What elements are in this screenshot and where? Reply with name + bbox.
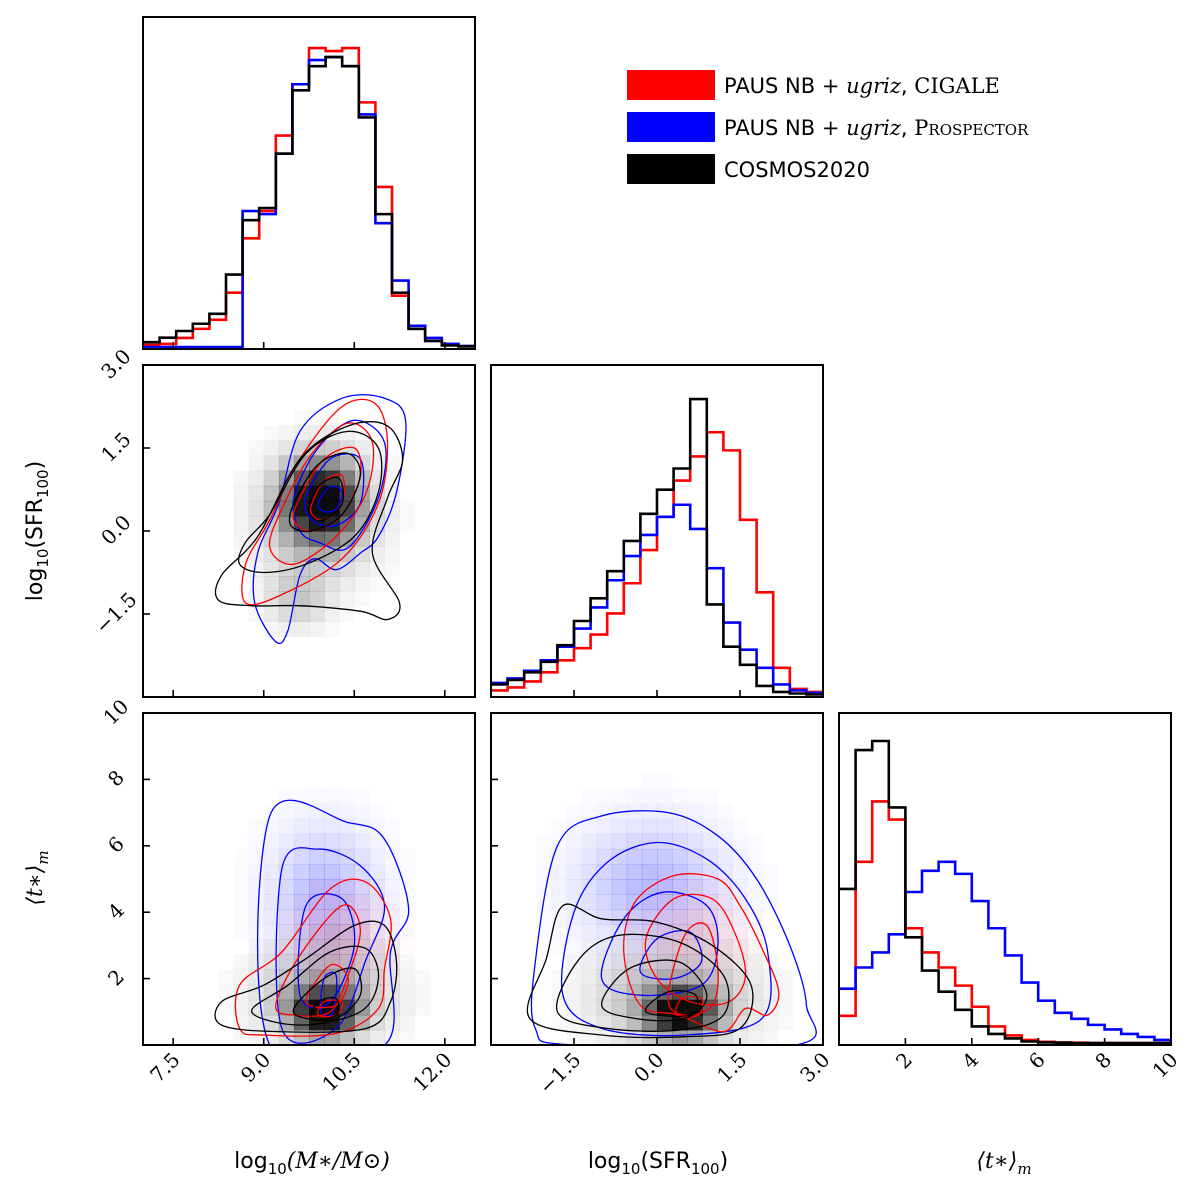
xtick-label-mass-1: 9.0: [236, 1048, 275, 1087]
x-label-sfr: log10(SFR100): [588, 1149, 728, 1178]
contour-mass_sfr-cosmos-2: [288, 452, 362, 533]
ytick-label-age-4: 10: [98, 694, 133, 729]
contour-mass_sfr-cosmos-1: [237, 430, 383, 574]
contour-mass_age-cosmos-0: [214, 920, 398, 1033]
ytick-label-age-3: 8: [103, 765, 129, 791]
contour-sfr_age-cosmos-2: [601, 959, 708, 1022]
ytick-label-sfr-0: −1.5: [90, 587, 141, 638]
contour-sfr_age-cosmos-3: [644, 990, 699, 1017]
legend-swatch-cosmos: [627, 154, 715, 184]
contour-mass_sfr-prospector-2: [304, 453, 365, 528]
contour-sfr_age-cosmos-1: [555, 933, 730, 1032]
xtick-label-mass-0: 7.5: [145, 1048, 184, 1087]
contour-sfr_age-prospector-1: [560, 841, 772, 1037]
xtick-label-mass-2: 10.5: [317, 1048, 365, 1096]
contour-mass_age-prospector-0: [256, 799, 410, 1045]
legend: PAUS NB + ugriz, CIGALE PAUS NB + ugriz,…: [627, 70, 1029, 184]
xtick-label-age-2: 6: [1024, 1048, 1050, 1074]
legend-label-prospector: PAUS NB + ugriz, Prospector: [724, 116, 1029, 140]
contour-mass_age-cosmos-3: [310, 996, 340, 1020]
xtick-label-sfr-2: 1.5: [712, 1048, 751, 1087]
contour-sfr_age-prospector-2: [600, 891, 719, 997]
x-label-mass: log10(M∗/M⊙): [234, 1149, 390, 1178]
ytick-label-age-2: 6: [103, 832, 129, 858]
hist-panel-sfr: [490, 364, 824, 698]
xtick-label-mass-3: 12.0: [408, 1048, 456, 1096]
contour-mass_sfr-cigale-0: [241, 398, 389, 606]
hist-mass-cigale: [143, 46, 475, 348]
xtick-label-sfr-3: 3.0: [795, 1048, 834, 1087]
hist-panel-mass: [142, 16, 476, 350]
hist-mass-cosmos: [143, 55, 475, 348]
contour-mass_age-prospector-3: [319, 971, 338, 1017]
contour-mass_sfr-cosmos-3: [307, 476, 344, 522]
hist-sfr-cigale: [491, 430, 823, 694]
ytick-label-sfr-1: 0.0: [96, 510, 135, 549]
contour-sfr_age-cigale-3: [674, 995, 704, 1018]
hist-sfr-prospector: [491, 503, 823, 695]
xtick-label-age-0: 2: [891, 1048, 917, 1074]
joint-panel-mass_sfr: [142, 364, 476, 698]
contour-mass_sfr-prospector-0: [252, 394, 407, 645]
contour-mass_age-prospector-2: [297, 893, 356, 1009]
hist-age-prospector: [839, 860, 1171, 1042]
contour-mass_age-cigale-0: [234, 878, 392, 1037]
y-label-age: ⟨t∗⟩m: [23, 850, 52, 905]
joint-frame-mass_age: [142, 712, 476, 1046]
xtick-label-sfr-0: −1.5: [534, 1048, 585, 1099]
y-label-sfr: log10(SFR100): [23, 461, 52, 601]
xtick-label-age-1: 4: [957, 1048, 983, 1074]
legend-label-cigale: PAUS NB + ugriz, CIGALE: [724, 74, 1000, 98]
x-label-age: ⟨t∗⟩m: [976, 1149, 1031, 1178]
ytick-label-age-1: 4: [103, 898, 129, 924]
xtick-label-sfr-1: 0.0: [629, 1048, 668, 1087]
contour-mass_age-cosmos-2: [292, 967, 363, 1022]
contour-mass_sfr-prospector-3: [317, 485, 343, 513]
contour-sfr_age-cosmos-0: [526, 903, 754, 1039]
hist-mass-prospector: [143, 55, 475, 349]
hist-age-cigale: [839, 800, 1171, 1045]
legend-label-cosmos: COSMOS2020: [724, 158, 870, 182]
contour-sfr_age-prospector-0: [530, 810, 817, 1045]
legend-swatch-prospector: [627, 112, 715, 142]
joint-panel-mass_age: [142, 712, 476, 1046]
ytick-label-sfr-2: 1.5: [96, 427, 135, 466]
xtick-label-age-3: 8: [1090, 1048, 1116, 1074]
ytick-label-sfr-3: 3.0: [96, 344, 135, 383]
ytick-label-age-0: 2: [103, 965, 129, 991]
hist-sfr-cosmos: [491, 397, 823, 696]
contour-mass_age-cigale-2: [305, 963, 349, 1009]
legend-swatch-cigale: [627, 70, 715, 100]
contour-mass_age-cosmos-1: [251, 945, 380, 1026]
contour-mass_age-cigale-3: [316, 999, 344, 1018]
contour-mass_sfr-cigale-1: [268, 422, 375, 566]
xtick-label-age-4: 10: [1148, 1048, 1183, 1083]
hist-frame-age: [838, 712, 1172, 1046]
contour-mass_age-prospector-1: [275, 847, 386, 1044]
hist-panel-age: [838, 712, 1172, 1046]
contour-mass_sfr-cosmos-0: [214, 421, 404, 621]
contour-sfr_age-cigale-0: [623, 873, 780, 1033]
hist-age-cosmos: [839, 739, 1171, 1045]
joint-panel-sfr_age: [490, 712, 824, 1046]
hist-frame-mass: [142, 16, 476, 350]
